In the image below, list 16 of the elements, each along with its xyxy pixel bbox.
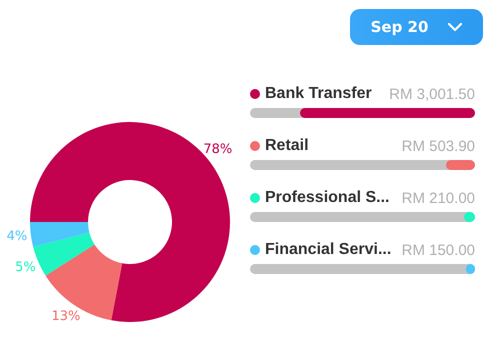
text: RM 503.90	[402, 138, 475, 154]
data-label: 5%	[15, 260, 36, 275]
legend-label: Professional S...	[265, 189, 390, 207]
data-label: 4%	[6, 228, 28, 244]
legend-label: Financial Servi...	[265, 241, 392, 259]
legend-label: Retail	[265, 137, 309, 155]
text: RM 150.00	[402, 242, 475, 258]
text: Sep 20	[370, 18, 428, 36]
donut-slice	[46, 244, 122, 320]
legend-label: Bank Transfer	[265, 85, 372, 103]
text: RM 210.00	[402, 190, 475, 206]
data-label: 78%	[203, 142, 232, 157]
donut-slice	[33, 232, 95, 276]
text: RM 3,001.50	[389, 86, 475, 102]
data-label: 13%	[51, 308, 80, 324]
donut-slice	[30, 222, 90, 247]
